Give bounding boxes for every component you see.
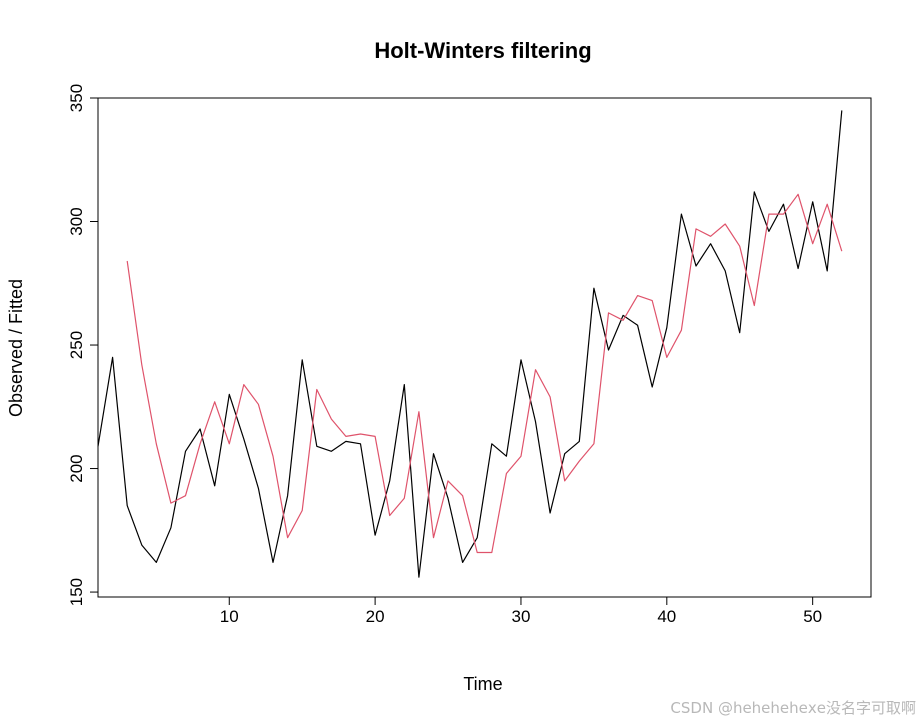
y-tick-label: 350 bbox=[67, 84, 86, 112]
observed-series-line bbox=[97, 110, 843, 578]
x-tick-label: 20 bbox=[366, 607, 385, 626]
watermark: CSDN @heheheheхе没名字可取啊 bbox=[670, 699, 916, 717]
x-tick-label: 40 bbox=[657, 607, 676, 626]
y-axis-label: Observed / Fitted bbox=[6, 279, 26, 417]
x-axis: 10 20 30 40 50 bbox=[220, 596, 822, 626]
x-tick-label: 10 bbox=[220, 607, 239, 626]
x-tick-label: 50 bbox=[803, 607, 822, 626]
y-tick-label: 300 bbox=[67, 207, 86, 235]
chart-title: Holt-Winters filtering bbox=[374, 38, 591, 63]
x-tick-label: 30 bbox=[512, 607, 531, 626]
fitted-series-line bbox=[126, 193, 843, 554]
y-axis: 150 200 250 300 350 bbox=[67, 84, 99, 606]
x-axis-label: Time bbox=[463, 674, 502, 694]
y-tick-label: 250 bbox=[67, 331, 86, 359]
series-layer bbox=[97, 110, 843, 578]
y-tick-label: 150 bbox=[67, 578, 86, 606]
plot-box bbox=[97, 97, 872, 598]
y-tick-label: 200 bbox=[67, 454, 86, 482]
